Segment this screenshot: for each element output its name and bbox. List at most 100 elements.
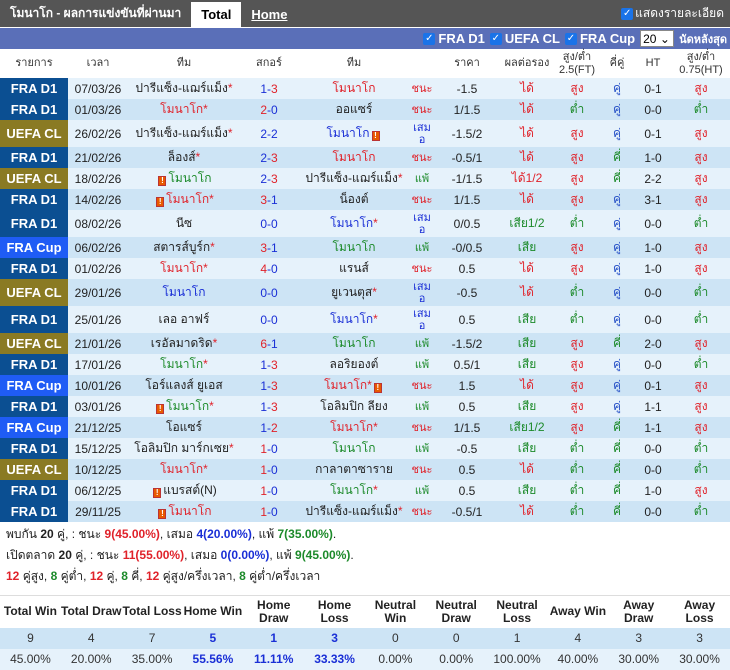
team-name[interactable]: โมนาโก xyxy=(168,504,212,518)
checkbox-checked-icon[interactable]: ✓ xyxy=(423,32,436,45)
score[interactable]: 1-3 xyxy=(240,354,298,375)
league-badge[interactable]: FRA D1 xyxy=(0,147,68,168)
team-name[interactable]: โมนาโก xyxy=(330,420,374,434)
league-badge[interactable]: FRA D1 xyxy=(0,189,68,210)
league-badge[interactable]: FRA D1 xyxy=(0,99,68,120)
league-badge[interactable]: UEFA CL xyxy=(0,168,68,189)
team-name[interactable]: โมนาโก xyxy=(332,240,376,254)
score[interactable]: 3-1 xyxy=(240,237,298,258)
team-name[interactable]: โมนาโก xyxy=(332,441,376,455)
score[interactable]: 3-1 xyxy=(240,189,298,210)
team-name[interactable]: ออแซร์ xyxy=(335,102,373,116)
league-badge[interactable]: UEFA CL xyxy=(0,120,68,147)
league-badge[interactable]: FRA D1 xyxy=(0,438,68,459)
league-badge[interactable]: FRA D1 xyxy=(0,396,68,417)
score[interactable]: 1-0 xyxy=(240,501,298,522)
match-result: แพ้ xyxy=(414,400,430,413)
team-name[interactable]: โมนาโก xyxy=(160,102,204,116)
score[interactable]: 1-3 xyxy=(240,396,298,417)
team-name[interactable]: โมนาโก xyxy=(332,81,376,95)
score[interactable]: 2-3 xyxy=(240,147,298,168)
score[interactable]: 0-0 xyxy=(240,210,298,237)
league-badge[interactable]: FRA Cup xyxy=(0,237,68,258)
league-badge[interactable]: FRA D1 xyxy=(0,210,68,237)
league-badge[interactable]: FRA D1 xyxy=(0,306,68,333)
team-name[interactable]: ปารีแซ็ง-แฌร์แม็ง xyxy=(305,504,398,518)
tab-total[interactable]: Total xyxy=(191,2,242,27)
score[interactable]: 2-0 xyxy=(240,99,298,120)
team-name[interactable]: ปารีแซ็ง-แฌร์แม็ง xyxy=(135,126,228,140)
checkbox-checked-icon[interactable]: ✓ xyxy=(489,32,502,45)
checkbox-checked-icon[interactable]: ✓ xyxy=(621,7,634,20)
team-name[interactable]: โมนาโก xyxy=(332,336,376,350)
match-count-select[interactable]: 20 ⌄ xyxy=(640,30,675,47)
team-name[interactable]: โมนาโก xyxy=(160,261,204,275)
team-cell: โมนาโก* xyxy=(128,99,240,120)
team-name[interactable]: ยูเวนตุส xyxy=(331,285,373,299)
show-detail-toggle[interactable]: ✓ แสดงรายละเอียด xyxy=(621,0,730,27)
score[interactable]: 4-0 xyxy=(240,258,298,279)
team-name[interactable]: น็องต์ xyxy=(339,192,369,206)
team-name[interactable]: โอร์แลงส์ ยูเอส xyxy=(145,378,223,392)
team-name[interactable]: ล็องส์ xyxy=(167,150,196,164)
team-name[interactable]: ปารีแซ็ง-แฌร์แม็ง xyxy=(135,81,228,95)
score[interactable]: 0-0 xyxy=(240,279,298,306)
league-badge[interactable]: FRA D1 xyxy=(0,480,68,501)
team-name[interactable]: โมนาโก xyxy=(160,462,204,476)
filter-fra-cup[interactable]: ✓ FRA Cup xyxy=(564,31,635,46)
away-goals: 1 xyxy=(271,240,278,255)
team-name[interactable]: ปารีแซ็ง-แฌร์แม็ง xyxy=(305,171,398,185)
column-header: รายการ xyxy=(0,49,68,78)
team-name[interactable]: โมนาโก xyxy=(160,357,204,371)
team-name[interactable]: โมนาโก xyxy=(332,150,376,164)
team-name[interactable]: โมนาโก xyxy=(166,192,210,206)
checkbox-checked-icon[interactable]: ✓ xyxy=(564,32,577,45)
team-name[interactable]: เลอ อาฟร์ xyxy=(158,312,210,326)
score[interactable]: 1-2 xyxy=(240,417,298,438)
team-name[interactable]: เรอัลมาดริด xyxy=(150,336,213,350)
score[interactable]: 6-1 xyxy=(240,333,298,354)
team-name[interactable]: แบรสต์(N) xyxy=(163,483,217,497)
score[interactable]: 2-3 xyxy=(240,168,298,189)
league-badge[interactable]: FRA Cup xyxy=(0,375,68,396)
summary-text: คู่สูง/ครึ่งเวลา, xyxy=(159,569,240,583)
team-name[interactable]: สตารส์บูร์ก xyxy=(153,240,211,254)
league-badge[interactable]: UEFA CL xyxy=(0,279,68,306)
team-name[interactable]: นีซ xyxy=(175,216,193,230)
league-badge[interactable]: UEFA CL xyxy=(0,459,68,480)
team-name[interactable]: โมนาโก xyxy=(162,285,206,299)
team-name[interactable]: กาลาตาซาราย xyxy=(315,462,393,476)
league-badge[interactable]: FRA Cup xyxy=(0,417,68,438)
score[interactable]: 1-3 xyxy=(240,375,298,396)
team-name[interactable]: ลอริยองต์ xyxy=(329,357,379,371)
league-badge[interactable]: FRA D1 xyxy=(0,354,68,375)
league-badge[interactable]: FRA D1 xyxy=(0,501,68,522)
match-date: 29/01/26 xyxy=(74,285,122,300)
column-header: ทีม xyxy=(128,49,240,78)
league-badge[interactable]: FRA D1 xyxy=(0,258,68,279)
score[interactable]: 1-3 xyxy=(240,78,298,99)
half-time-score: 1-0 xyxy=(644,240,662,255)
team-name[interactable]: แรนส์ xyxy=(339,261,369,275)
team-name[interactable]: โมนาโก xyxy=(326,126,370,140)
team-name[interactable]: โมนาโก xyxy=(168,171,212,185)
score[interactable]: 0-0 xyxy=(240,306,298,333)
team-name[interactable]: โมนาโก xyxy=(330,312,374,326)
score[interactable]: 1-0 xyxy=(240,480,298,501)
filter-fra-d1[interactable]: ✓ FRA D1 xyxy=(423,31,485,46)
team-name[interactable]: โมนาโก xyxy=(330,216,374,230)
league-badge[interactable]: FRA D1 xyxy=(0,78,68,99)
score[interactable]: 2-2 xyxy=(240,120,298,147)
team-name[interactable]: โอลิมปิก ลียง xyxy=(320,399,388,413)
tab-home[interactable]: Home xyxy=(251,7,288,22)
team-name[interactable]: โมนาโก xyxy=(324,378,368,392)
score[interactable]: 1-0 xyxy=(240,459,298,480)
team-name[interactable]: โอลิมปิก มาร์กเซย xyxy=(134,441,230,455)
team-name[interactable]: โมนาโก xyxy=(330,483,374,497)
score[interactable]: 1-0 xyxy=(240,438,298,459)
league-badge[interactable]: UEFA CL xyxy=(0,333,68,354)
team-name[interactable]: โอแซร์ xyxy=(166,420,202,434)
over-under-ht: สูง xyxy=(694,150,708,164)
team-name[interactable]: โมนาโก xyxy=(166,399,210,413)
filter-uefa-cl[interactable]: ✓ UEFA CL xyxy=(489,31,560,46)
